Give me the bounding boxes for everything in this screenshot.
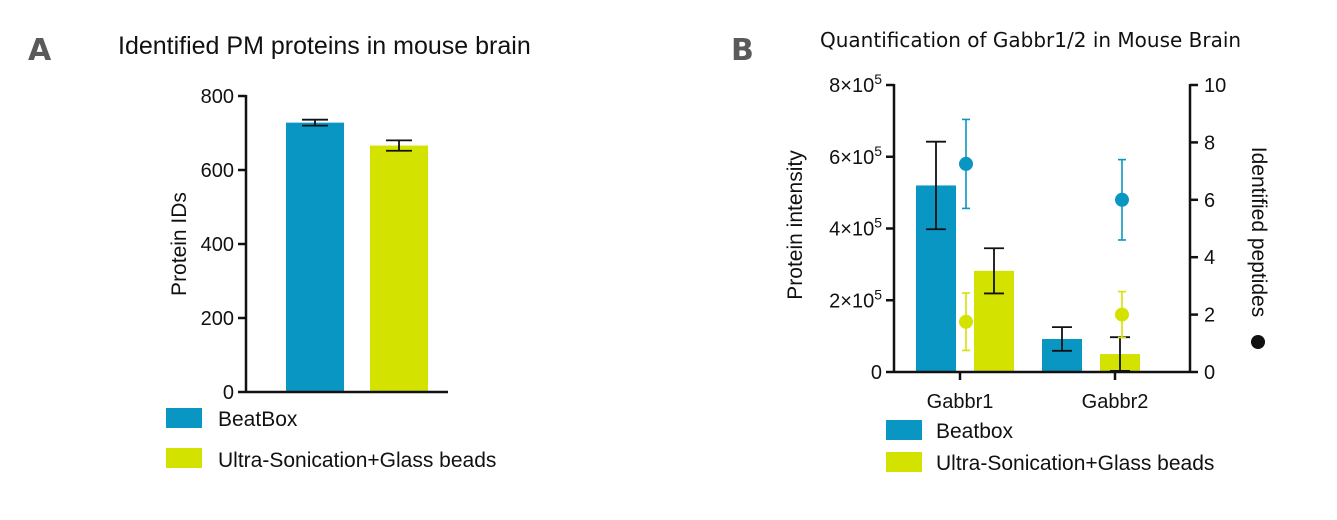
panel-a-legend: BeatBox Ultra-Sonication+Glass beads — [166, 408, 496, 472]
panel-b-y-axis-label: Protein intensity — [784, 150, 807, 300]
panel-a-letter: A — [28, 33, 52, 68]
peptide-point-beatbox-gabbr1 — [959, 156, 973, 171]
legend-swatch-beatbox — [166, 408, 202, 428]
panel-a-plot: 0 200 400 600 800 — [201, 86, 448, 404]
y2-tick-label: 2 — [1204, 305, 1215, 327]
y2-tick-label: 10 — [1204, 75, 1226, 97]
legend-label-beatbox: BeatBox — [218, 408, 298, 431]
y-tick-label: 200 — [201, 308, 234, 330]
y-tick-label: 400 — [201, 234, 234, 256]
panel-b-legend: Beatbox Ultra-Sonication+Glass beads — [886, 420, 1214, 475]
peptide-point-beatbox-gabbr2 — [1115, 192, 1129, 207]
y-tick-label: 800 — [201, 86, 234, 108]
panel-b-letter: B — [731, 33, 754, 68]
y-tick-label-left: 8×105 — [829, 71, 882, 97]
y2-label-marker — [1251, 335, 1265, 349]
panel-b-plot: 0 2×105 4×105 6×105 8×105 0 2 4 6 8 10 Gabbr1 Gabbr2 — [829, 71, 1226, 413]
y2-tick-label: 8 — [1204, 132, 1215, 154]
panel-a-y-axis-label: Protein IDs — [168, 192, 191, 296]
panel-b-y2-axis-label: Identified peptides — [1247, 147, 1270, 317]
y-tick-label: 0 — [223, 382, 234, 404]
legend-swatch-ultrasonication — [166, 448, 202, 468]
y2-tick-label: 4 — [1204, 247, 1215, 269]
x-tick-label-gabbr2: Gabbr2 — [1082, 391, 1149, 413]
peptide-point-ultrasonication-gabbr1 — [959, 314, 973, 329]
legend-swatch-ultrasonication-b — [886, 452, 922, 472]
peptide-point-ultrasonication-gabbr2 — [1115, 307, 1129, 322]
y-tick-label-left: 6×105 — [829, 143, 882, 169]
y-tick-label-left: 0 — [871, 362, 882, 384]
legend-label-ultrasonication: Ultra-Sonication+Glass beads — [218, 449, 496, 472]
y-tick-label-left: 4×105 — [829, 215, 882, 241]
bar-ultrasonication — [370, 145, 428, 392]
y2-tick-label: 6 — [1204, 190, 1215, 212]
y2-tick-label: 0 — [1204, 362, 1215, 384]
panel-b-title: Quantification of Gabbr1/2 in Mouse Brai… — [820, 28, 1241, 52]
y-tick-label: 600 — [201, 160, 234, 182]
legend-label-ultrasonication-b: Ultra-Sonication+Glass beads — [936, 452, 1214, 475]
panel-a-title: Identified PM proteins in mouse brain — [118, 32, 531, 60]
legend-swatch-beatbox-b — [886, 420, 922, 440]
y-tick-label-left: 2×105 — [829, 286, 882, 312]
bar-beatbox — [286, 122, 344, 392]
x-tick-label-gabbr1: Gabbr1 — [927, 391, 994, 413]
legend-label-beatbox-b: Beatbox — [936, 420, 1014, 443]
